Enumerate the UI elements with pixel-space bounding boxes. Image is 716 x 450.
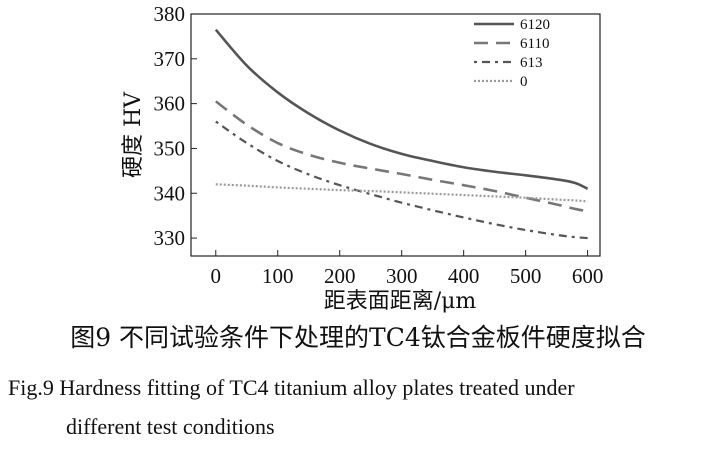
figure-caption-english: Fig.9 Hardness fitting of TC4 titanium a… xyxy=(8,368,713,446)
y-tick-label: 360 xyxy=(154,92,186,116)
x-axis-label: 距表面距离/μm xyxy=(324,289,477,314)
series-line-0 xyxy=(215,183,588,203)
y-tick-label: 370 xyxy=(154,47,186,71)
y-tick-label: 350 xyxy=(154,136,186,160)
x-axis-ticks: 0 100 200 300 400 500 600 xyxy=(211,250,604,288)
hardness-chart: 330 340 350 360 370 380 0 100 200 300 400 500 600 6… xyxy=(121,2,604,314)
y-tick-label: 380 xyxy=(154,2,186,26)
legend: 6120 6110 613 0 xyxy=(474,17,550,90)
series-line-6110 xyxy=(215,100,588,213)
caption-english-line1: Fig.9 Hardness fitting of TC4 titanium a… xyxy=(8,375,575,400)
series-line-6120 xyxy=(214,28,589,190)
legend-label-6120: 6120 xyxy=(520,17,550,33)
x-tick-label: 300 xyxy=(386,264,418,288)
legend-label-0: 0 xyxy=(520,74,528,90)
x-tick-label: 500 xyxy=(510,264,542,288)
y-tick-label: 340 xyxy=(154,181,186,205)
x-tick-label: 100 xyxy=(262,264,294,288)
y-axis-label: 硬度 HV xyxy=(121,91,146,178)
x-tick-label: 0 xyxy=(211,264,222,288)
x-tick-label: 200 xyxy=(324,264,356,288)
chart-svg: 330 340 350 360 370 380 0 100 200 300 400 500 600 6… xyxy=(121,2,604,314)
figure-caption-chinese: 图9 不同试验条件下处理的TC4钛合金板件硬度拟合 xyxy=(70,323,646,352)
x-tick-label: 600 xyxy=(572,264,604,288)
caption-english-line2: different test conditions xyxy=(66,414,275,439)
series-group xyxy=(214,28,589,240)
y-axis-ticks: 330 340 350 360 370 380 xyxy=(154,2,197,250)
x-tick-label: 400 xyxy=(448,264,480,288)
y-tick-label: 330 xyxy=(154,226,186,250)
legend-label-6110: 6110 xyxy=(520,36,549,52)
series-line-613 xyxy=(215,120,588,240)
legend-label-613: 613 xyxy=(520,55,543,71)
plot-frame xyxy=(190,13,601,257)
